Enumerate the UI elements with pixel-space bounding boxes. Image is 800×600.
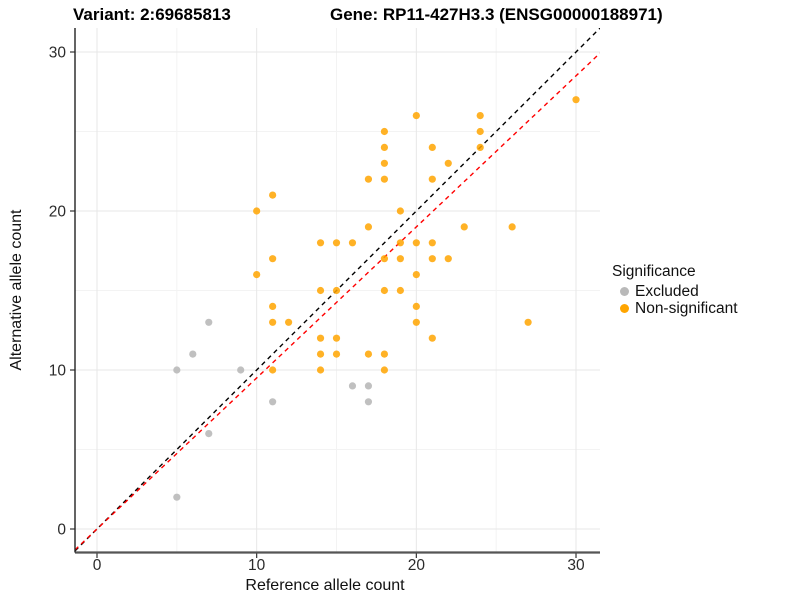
- y-tick-label: 30: [49, 45, 67, 62]
- data-point-non-significant: [253, 207, 261, 215]
- y-tick-label: 10: [49, 363, 67, 380]
- data-point-non-significant: [364, 223, 373, 231]
- identity-line: [75, 28, 600, 552]
- variant-title: Variant: 2:69685813: [73, 5, 231, 24]
- data-point-non-significant: [508, 223, 516, 231]
- data-point-non-significant: [476, 112, 484, 120]
- data-point-non-significant: [572, 96, 580, 104]
- data-point-non-significant: [316, 334, 325, 342]
- data-point-non-significant: [380, 286, 389, 295]
- data-point-excluded: [173, 493, 181, 501]
- data-point-non-significant: [269, 191, 277, 199]
- data-point-non-significant: [332, 239, 341, 247]
- x-tick-label: 30: [567, 557, 585, 574]
- data-point-non-significant: [269, 318, 277, 326]
- data-point-non-significant: [444, 159, 452, 167]
- data-point-non-significant: [428, 239, 436, 247]
- data-point-excluded: [348, 382, 357, 390]
- y-axis-label: Alternative allele count: [8, 209, 25, 371]
- data-point-non-significant: [396, 207, 404, 215]
- data-point-non-significant: [364, 175, 373, 183]
- y-tick-label: 0: [57, 522, 66, 539]
- data-point-non-significant: [380, 127, 389, 136]
- gene-title: Gene: RP11-427H3.3 (ENSG00000188971): [330, 5, 663, 24]
- data-point-excluded: [364, 398, 373, 406]
- data-point-excluded: [364, 382, 373, 390]
- data-point-non-significant: [285, 318, 293, 326]
- data-point-non-significant: [269, 255, 277, 263]
- data-point-non-significant: [524, 318, 532, 326]
- data-point-excluded: [237, 366, 245, 374]
- legend: Significance Excluded Non-significant: [612, 263, 738, 317]
- data-point-non-significant: [396, 255, 404, 263]
- data-point-non-significant: [332, 286, 341, 295]
- legend-label-excluded: Excluded: [635, 282, 699, 300]
- data-point-non-significant: [412, 271, 420, 279]
- data-point-non-significant: [428, 175, 436, 183]
- data-point-non-significant: [380, 175, 389, 183]
- legend-title: Significance: [612, 263, 696, 280]
- data-point-excluded: [205, 318, 213, 326]
- data-point-non-significant: [460, 223, 468, 231]
- x-tick-label: 0: [93, 557, 102, 574]
- data-point-excluded: [189, 350, 197, 358]
- data-point-non-significant: [269, 302, 277, 310]
- data-point-non-significant: [476, 143, 484, 151]
- data-point-non-significant: [412, 239, 420, 247]
- data-point-non-significant: [348, 239, 357, 247]
- data-point-non-significant: [380, 366, 389, 374]
- legend-label-non-significant: Non-significant: [635, 299, 738, 317]
- non-significant-dot-icon: [620, 304, 629, 313]
- excluded-dot-icon: [620, 287, 629, 296]
- data-point-non-significant: [412, 302, 420, 310]
- data-point-excluded: [173, 366, 181, 374]
- x-axis-label: Reference allele count: [245, 577, 405, 594]
- x-tick-label: 10: [248, 557, 266, 574]
- legend-entry-non-significant: Non-significant: [612, 300, 738, 317]
- legend-entry-excluded: Excluded: [612, 283, 738, 300]
- data-point-non-significant: [428, 334, 436, 342]
- data-point-non-significant: [380, 350, 389, 358]
- data-point-non-significant: [332, 350, 341, 358]
- data-point-non-significant: [364, 350, 373, 358]
- data-point-non-significant: [412, 112, 420, 120]
- data-point-non-significant: [253, 271, 261, 279]
- x-tick-label: 20: [408, 557, 426, 574]
- data-point-non-significant: [316, 366, 325, 374]
- data-point-excluded: [269, 398, 277, 406]
- data-point-non-significant: [412, 318, 420, 326]
- data-point-non-significant: [380, 159, 389, 167]
- data-point-non-significant: [428, 255, 436, 263]
- y-tick-label: 20: [49, 204, 67, 221]
- data-point-non-significant: [444, 255, 452, 263]
- data-point-non-significant: [396, 286, 404, 295]
- expected-ratio-line: [75, 52, 600, 551]
- data-point-non-significant: [332, 334, 341, 342]
- data-point-non-significant: [428, 143, 436, 151]
- data-point-non-significant: [316, 239, 325, 247]
- data-point-non-significant: [396, 239, 404, 247]
- data-point-non-significant: [476, 127, 484, 136]
- data-point-non-significant: [380, 255, 389, 263]
- data-point-non-significant: [269, 366, 277, 374]
- data-point-excluded: [205, 430, 213, 438]
- data-point-non-significant: [380, 143, 389, 151]
- data-point-non-significant: [316, 286, 325, 295]
- data-point-non-significant: [316, 350, 325, 358]
